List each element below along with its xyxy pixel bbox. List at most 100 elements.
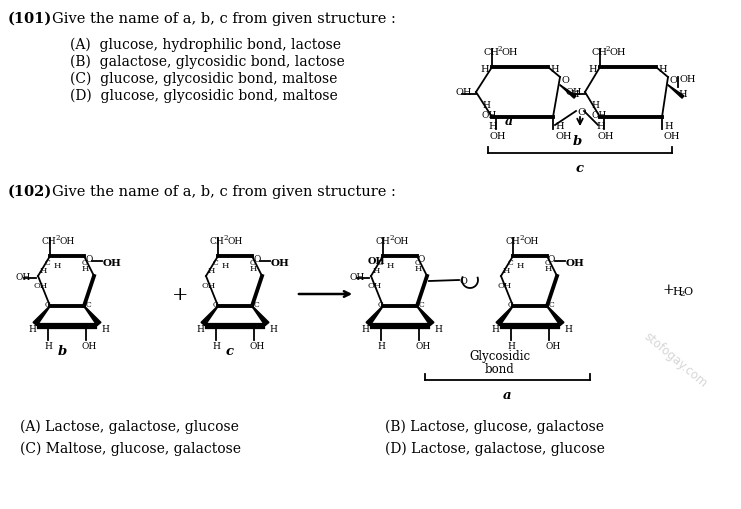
- Text: OH: OH: [598, 132, 614, 140]
- Text: C: C: [545, 259, 551, 267]
- Text: O: O: [460, 276, 468, 286]
- Text: C: C: [86, 300, 92, 308]
- Text: O: O: [85, 254, 93, 264]
- Text: C: C: [213, 300, 219, 308]
- Polygon shape: [84, 306, 101, 326]
- Text: H: H: [545, 265, 552, 272]
- Text: OH: OH: [415, 342, 431, 350]
- Text: +: +: [663, 282, 674, 296]
- Text: C: C: [378, 259, 384, 267]
- Polygon shape: [201, 306, 218, 326]
- Text: H: H: [269, 324, 277, 333]
- Text: (B) Lactose, glucose, galactose: (B) Lactose, glucose, galactose: [385, 419, 604, 434]
- Text: OH: OH: [456, 88, 473, 97]
- Text: H: H: [503, 267, 511, 274]
- Text: C: C: [250, 259, 256, 267]
- Polygon shape: [547, 306, 564, 326]
- Text: (B)  galactose, glycosidic bond, lactose: (B) galactose, glycosidic bond, lactose: [70, 55, 345, 69]
- Text: a: a: [505, 115, 513, 128]
- Text: H: H: [250, 265, 257, 272]
- Text: H: H: [361, 324, 369, 333]
- Text: H: H: [517, 262, 525, 269]
- Text: H: H: [491, 324, 499, 333]
- Text: H: H: [564, 324, 572, 333]
- Text: OH: OH: [228, 237, 243, 245]
- Text: H: H: [373, 267, 380, 274]
- Text: Glycosidic: Glycosidic: [470, 349, 531, 362]
- Text: H: H: [196, 324, 204, 333]
- Text: OH: OH: [250, 342, 265, 350]
- Text: bond: bond: [485, 362, 515, 375]
- Text: c: c: [576, 162, 584, 175]
- Text: CH: CH: [42, 237, 57, 245]
- Text: O: O: [562, 76, 570, 85]
- Text: OH: OH: [566, 259, 585, 267]
- Text: O: O: [418, 254, 425, 264]
- Text: 2: 2: [679, 290, 684, 297]
- Text: H: H: [208, 267, 216, 274]
- Text: H: H: [672, 287, 682, 296]
- Text: OH: OH: [565, 88, 582, 97]
- Text: OH: OH: [60, 237, 76, 245]
- Text: H: H: [82, 265, 90, 272]
- Text: OH: OH: [555, 132, 571, 140]
- Text: C: C: [254, 300, 260, 308]
- Text: CH: CH: [592, 48, 608, 57]
- Text: OH: OH: [490, 132, 507, 140]
- Text: OH: OH: [664, 132, 680, 140]
- Polygon shape: [252, 306, 269, 326]
- Text: (A) Lactose, galactose, glucose: (A) Lactose, galactose, glucose: [20, 419, 239, 434]
- Text: C: C: [508, 300, 514, 308]
- Text: (A)  glucose, hydrophilic bond, lactose: (A) glucose, hydrophilic bond, lactose: [70, 38, 341, 52]
- Polygon shape: [496, 306, 514, 326]
- Text: H: H: [555, 122, 564, 131]
- Text: a: a: [503, 388, 512, 401]
- Text: H: H: [482, 101, 490, 110]
- Text: OH: OH: [34, 281, 48, 290]
- Text: 2: 2: [224, 234, 228, 242]
- Text: O: O: [253, 254, 260, 264]
- Text: (D)  glucose, glycosidic bond, maltose: (D) glucose, glycosidic bond, maltose: [70, 89, 338, 103]
- Text: H: H: [434, 324, 442, 333]
- Text: b: b: [573, 135, 582, 148]
- Text: C: C: [213, 259, 219, 267]
- Text: C: C: [45, 300, 50, 308]
- Text: H: H: [415, 265, 422, 272]
- Text: C: C: [419, 300, 425, 308]
- Text: H: H: [591, 101, 599, 110]
- Text: OH: OH: [680, 75, 697, 84]
- Text: Give the name of a, b, c from given structure :: Give the name of a, b, c from given stru…: [52, 12, 396, 26]
- Text: O: O: [670, 76, 678, 85]
- Text: OH: OH: [482, 111, 497, 120]
- Text: OH: OH: [367, 281, 382, 290]
- Text: (D) Lactose, galactose, glucose: (D) Lactose, galactose, glucose: [385, 441, 605, 456]
- Text: OH: OH: [103, 259, 122, 267]
- Text: C: C: [378, 300, 384, 308]
- Text: C: C: [415, 259, 421, 267]
- Text: OH: OH: [610, 48, 626, 57]
- Polygon shape: [33, 306, 50, 326]
- Text: C: C: [508, 259, 514, 267]
- Text: O: O: [548, 254, 555, 264]
- Text: OH: OH: [202, 281, 216, 290]
- Text: OH: OH: [545, 342, 560, 350]
- Text: 2: 2: [389, 234, 393, 242]
- Text: C: C: [82, 259, 87, 267]
- Text: H: H: [480, 65, 488, 74]
- Text: H: H: [488, 122, 496, 131]
- Text: OH: OH: [393, 237, 408, 245]
- Text: O: O: [577, 108, 585, 117]
- Text: H: H: [54, 262, 62, 269]
- Text: OH: OH: [349, 272, 365, 281]
- Text: (C)  glucose, glycosidic bond, maltose: (C) glucose, glycosidic bond, maltose: [70, 72, 337, 86]
- Text: OH: OH: [523, 237, 538, 245]
- Text: +: +: [172, 286, 188, 303]
- Text: H: H: [596, 122, 605, 131]
- Text: (101): (101): [8, 12, 53, 26]
- Text: stofogay.com: stofogay.com: [642, 329, 710, 389]
- Text: H: H: [664, 122, 673, 131]
- Polygon shape: [668, 86, 684, 99]
- Text: H: H: [40, 267, 47, 274]
- Text: H: H: [44, 342, 52, 350]
- Text: b: b: [57, 344, 67, 357]
